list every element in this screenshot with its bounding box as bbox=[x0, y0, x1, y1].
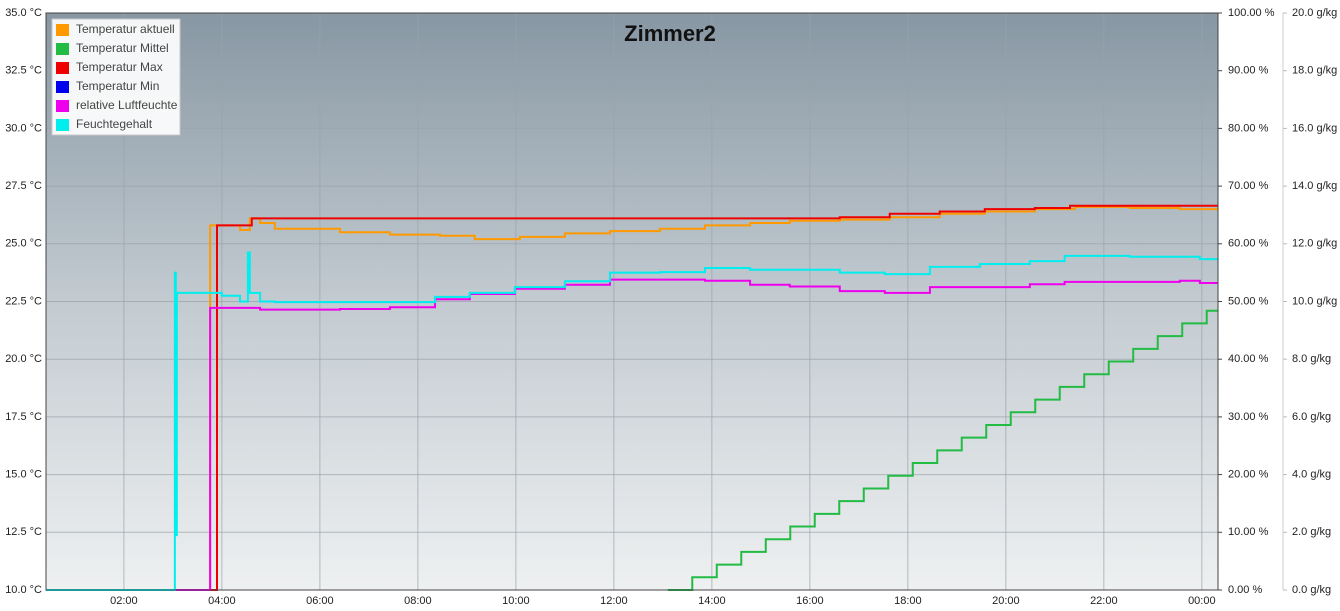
x-tick-label: 14:00 bbox=[698, 595, 726, 607]
y-tick-label: 30.0 °C bbox=[5, 122, 42, 134]
y2-tick-label: 20.00 % bbox=[1228, 469, 1269, 481]
x-tick-label: 00:00 bbox=[1188, 595, 1216, 607]
y3-tick-label: 16.0 g/kg bbox=[1292, 122, 1337, 134]
legend-swatch bbox=[56, 24, 69, 36]
y3-tick-label: 8.0 g/kg bbox=[1292, 353, 1331, 365]
x-tick-label: 06:00 bbox=[306, 595, 334, 607]
y3-tick-label: 10.0 g/kg bbox=[1292, 295, 1337, 307]
legend-swatch bbox=[56, 100, 69, 112]
legend-box bbox=[51, 18, 181, 136]
y3-tick-label: 18.0 g/kg bbox=[1292, 65, 1337, 77]
legend-label[interactable]: Temperatur Min bbox=[76, 79, 159, 93]
legend-label[interactable]: Temperatur Max bbox=[76, 60, 163, 74]
y2-tick-label: 10.00 % bbox=[1228, 526, 1269, 538]
legend-label[interactable]: Feuchtegehalt bbox=[76, 117, 153, 131]
series-line bbox=[667, 309, 1218, 591]
x-tick-label: 12:00 bbox=[600, 595, 628, 607]
y3-tick-label: 20.0 g/kg bbox=[1292, 7, 1337, 19]
y-tick-label: 32.5 °C bbox=[5, 65, 42, 77]
y2-tick-label: 50.00 % bbox=[1228, 295, 1269, 307]
x-tick-label: 16:00 bbox=[796, 595, 824, 607]
y-tick-label: 27.5 °C bbox=[5, 180, 42, 192]
legend-swatch bbox=[56, 119, 69, 131]
y2-tick-label: 100.00 % bbox=[1228, 7, 1275, 19]
legend-label[interactable]: Temperatur aktuell bbox=[76, 22, 175, 36]
x-tick-label: 10:00 bbox=[502, 595, 530, 607]
series-line bbox=[46, 251, 1218, 591]
x-tick-label: 02:00 bbox=[110, 595, 138, 607]
x-tick-label: 18:00 bbox=[894, 595, 922, 607]
y-tick-label: 17.5 °C bbox=[5, 411, 42, 423]
y3-tick-label: 0.0 g/kg bbox=[1292, 584, 1331, 596]
legend-label[interactable]: relative Luftfeuchte bbox=[76, 98, 178, 112]
y-tick-label: 35.0 °C bbox=[5, 7, 42, 19]
y2-tick-label: 80.00 % bbox=[1228, 122, 1269, 134]
y3-tick-label: 4.0 g/kg bbox=[1292, 469, 1331, 481]
y2-tick-label: 60.00 % bbox=[1228, 238, 1269, 250]
y-tick-label: 22.5 °C bbox=[5, 295, 42, 307]
x-tick-label: 22:00 bbox=[1090, 595, 1118, 607]
legend-swatch bbox=[56, 62, 69, 74]
y2-tick-label: 40.00 % bbox=[1228, 353, 1269, 365]
y3-tick-label: 12.0 g/kg bbox=[1292, 238, 1337, 250]
legend-label[interactable]: Temperatur Mittel bbox=[76, 41, 169, 55]
y-tick-label: 12.5 °C bbox=[5, 526, 42, 538]
y-tick-label: 10.0 °C bbox=[5, 584, 42, 596]
x-tick-label: 04:00 bbox=[208, 595, 236, 607]
y-tick-label: 20.0 °C bbox=[5, 353, 42, 365]
y3-tick-label: 14.0 g/kg bbox=[1292, 180, 1337, 192]
x-tick-label: 08:00 bbox=[404, 595, 432, 607]
y2-tick-label: 0.00 % bbox=[1228, 584, 1262, 596]
series-line bbox=[46, 205, 1218, 591]
chart-title: Zimmer2 bbox=[624, 21, 716, 46]
y2-tick-label: 90.00 % bbox=[1228, 65, 1269, 77]
y3-tick-label: 6.0 g/kg bbox=[1292, 411, 1331, 423]
y-tick-label: 25.0 °C bbox=[5, 238, 42, 250]
x-tick-label: 20:00 bbox=[992, 595, 1020, 607]
y3-tick-label: 2.0 g/kg bbox=[1292, 526, 1331, 538]
y-tick-label: 15.0 °C bbox=[5, 469, 42, 481]
series-line bbox=[46, 278, 1218, 591]
legend-swatch bbox=[56, 81, 69, 93]
y2-tick-label: 30.00 % bbox=[1228, 411, 1269, 423]
legend-swatch bbox=[56, 43, 69, 55]
y2-tick-label: 70.00 % bbox=[1228, 180, 1269, 192]
series-line bbox=[46, 204, 1218, 591]
